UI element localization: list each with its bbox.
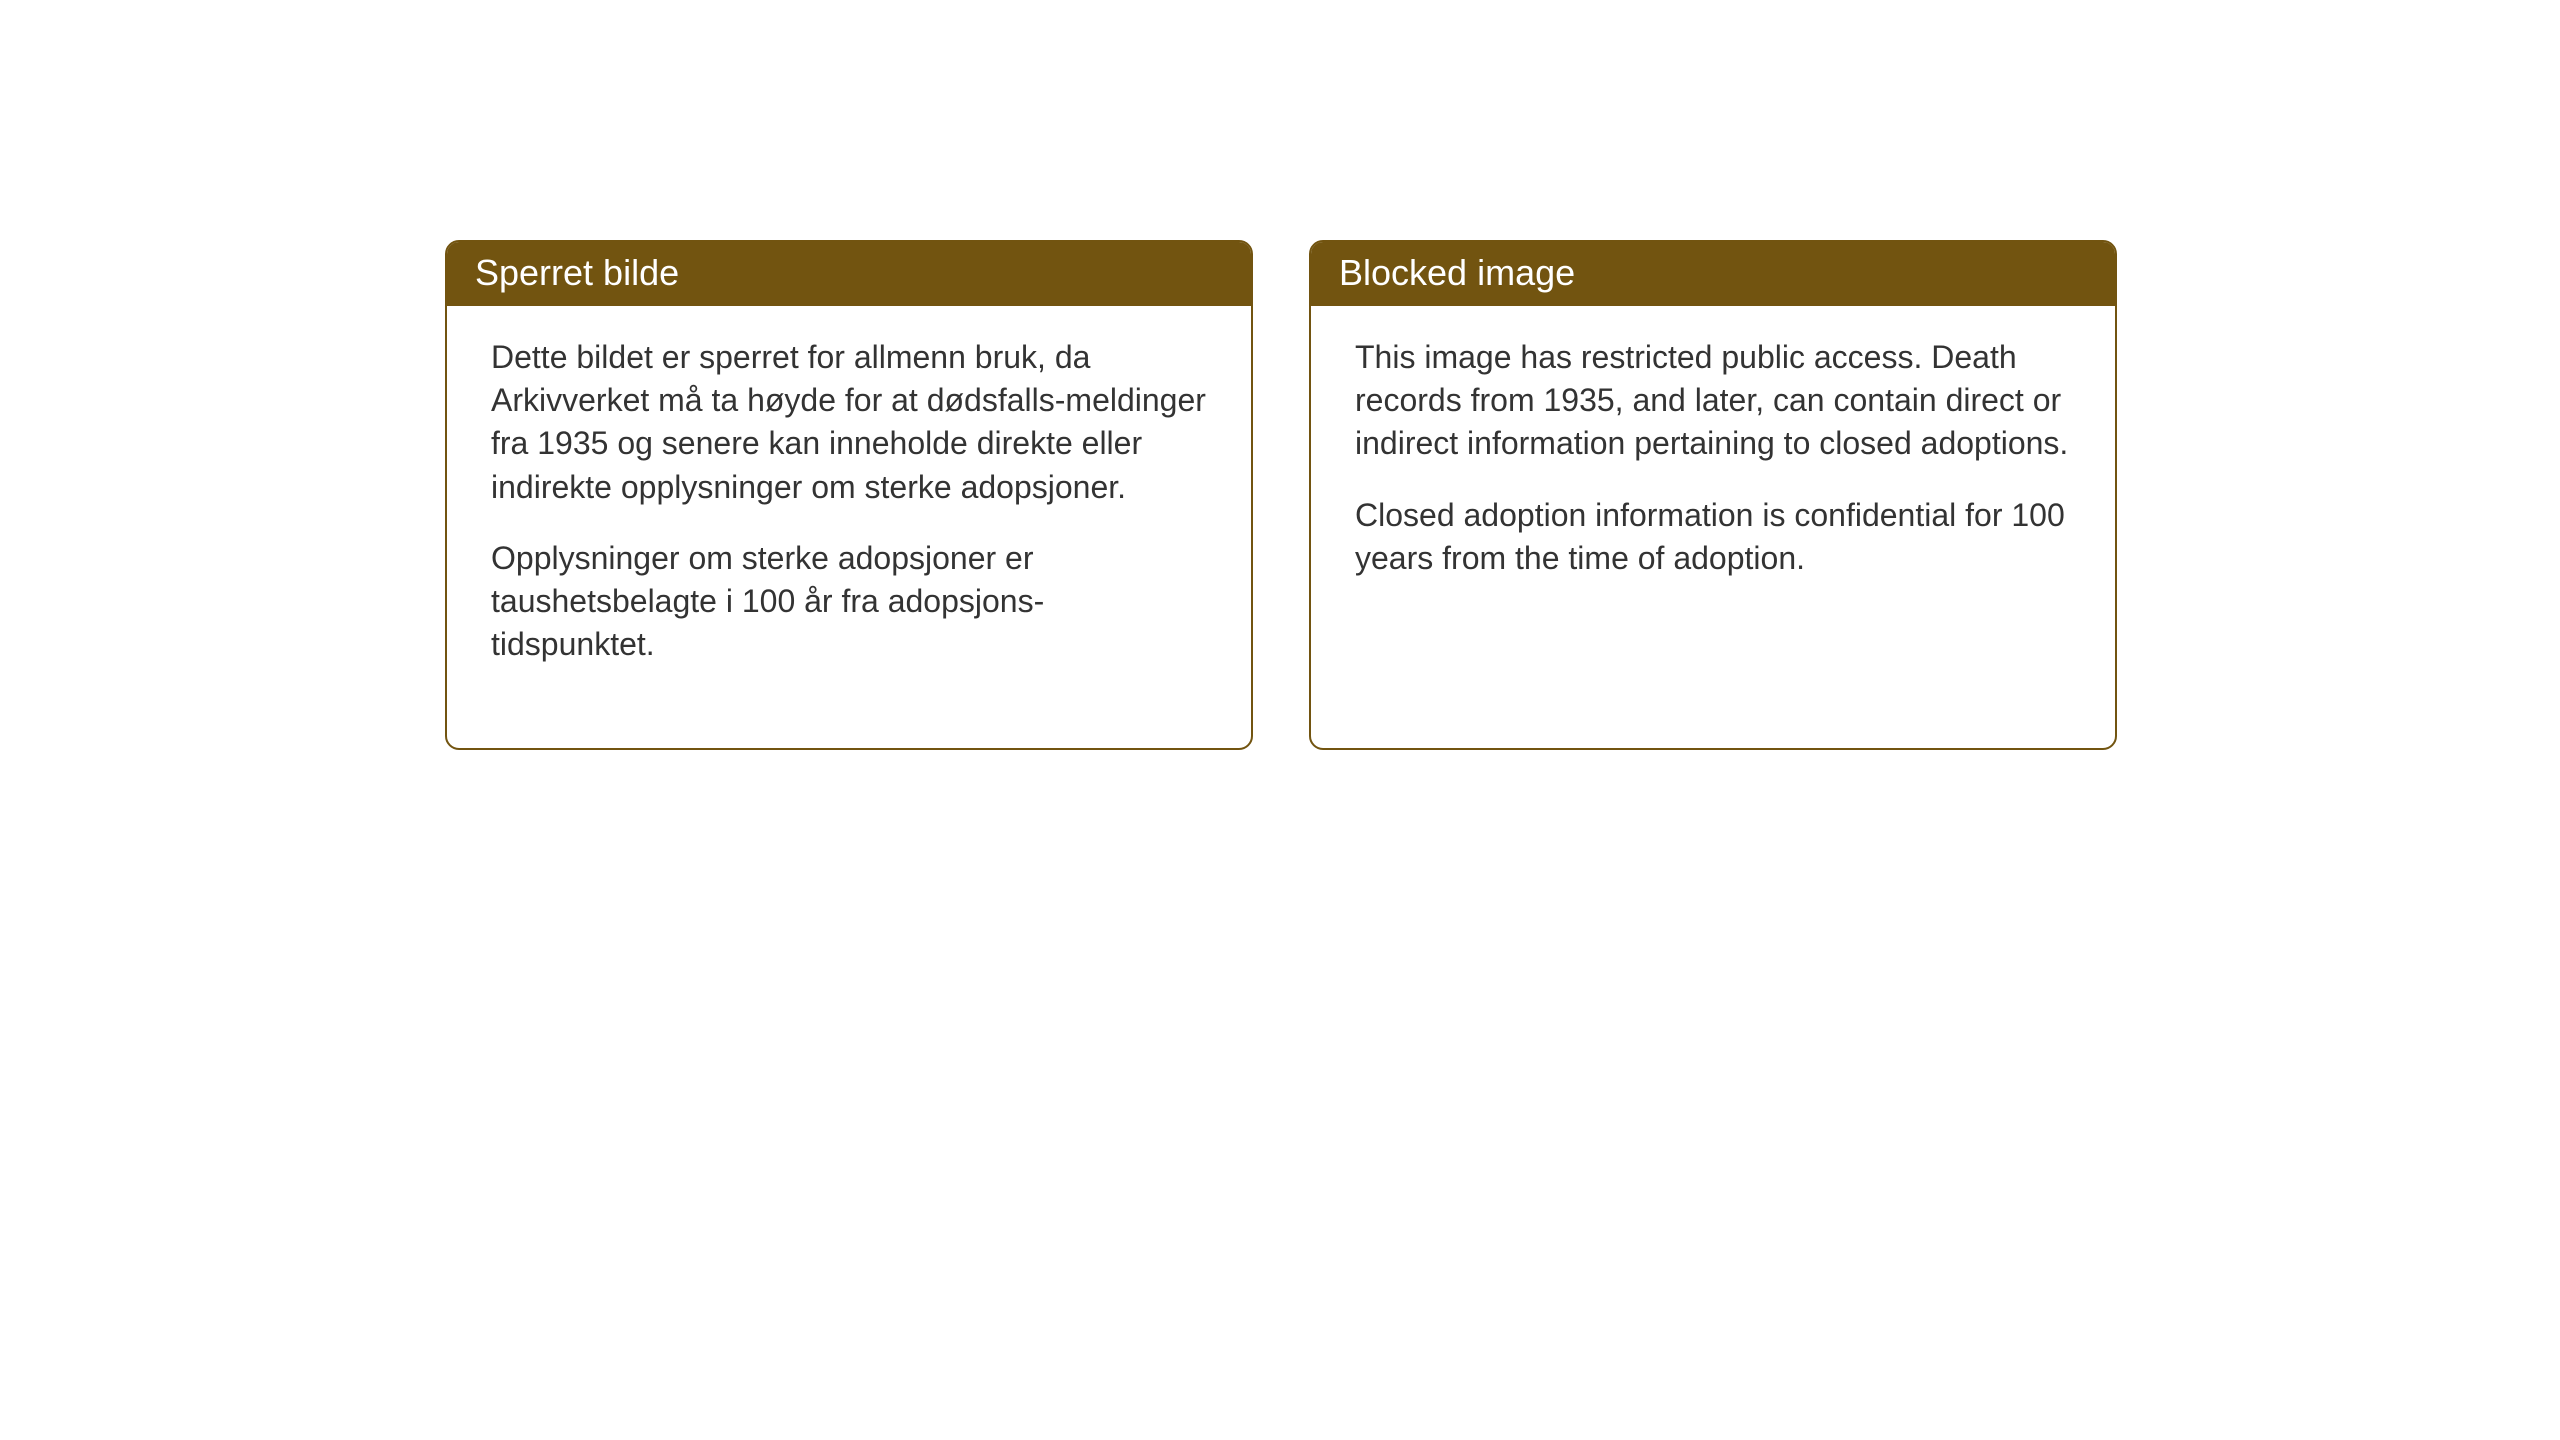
card-paragraph-2-norwegian: Opplysninger om sterke adopsjoner er tau… xyxy=(491,537,1207,667)
card-header-english: Blocked image xyxy=(1311,242,2115,306)
card-paragraph-1-english: This image has restricted public access.… xyxy=(1355,336,2071,466)
card-body-english: This image has restricted public access.… xyxy=(1311,306,2115,620)
notice-container: Sperret bilde Dette bildet er sperret fo… xyxy=(445,240,2117,750)
card-paragraph-2-english: Closed adoption information is confident… xyxy=(1355,494,2071,580)
notice-card-norwegian: Sperret bilde Dette bildet er sperret fo… xyxy=(445,240,1253,750)
card-title-norwegian: Sperret bilde xyxy=(475,252,679,293)
notice-card-english: Blocked image This image has restricted … xyxy=(1309,240,2117,750)
card-title-english: Blocked image xyxy=(1339,252,1575,293)
card-paragraph-1-norwegian: Dette bildet er sperret for allmenn bruk… xyxy=(491,336,1207,509)
card-body-norwegian: Dette bildet er sperret for allmenn bruk… xyxy=(447,306,1251,706)
card-header-norwegian: Sperret bilde xyxy=(447,242,1251,306)
